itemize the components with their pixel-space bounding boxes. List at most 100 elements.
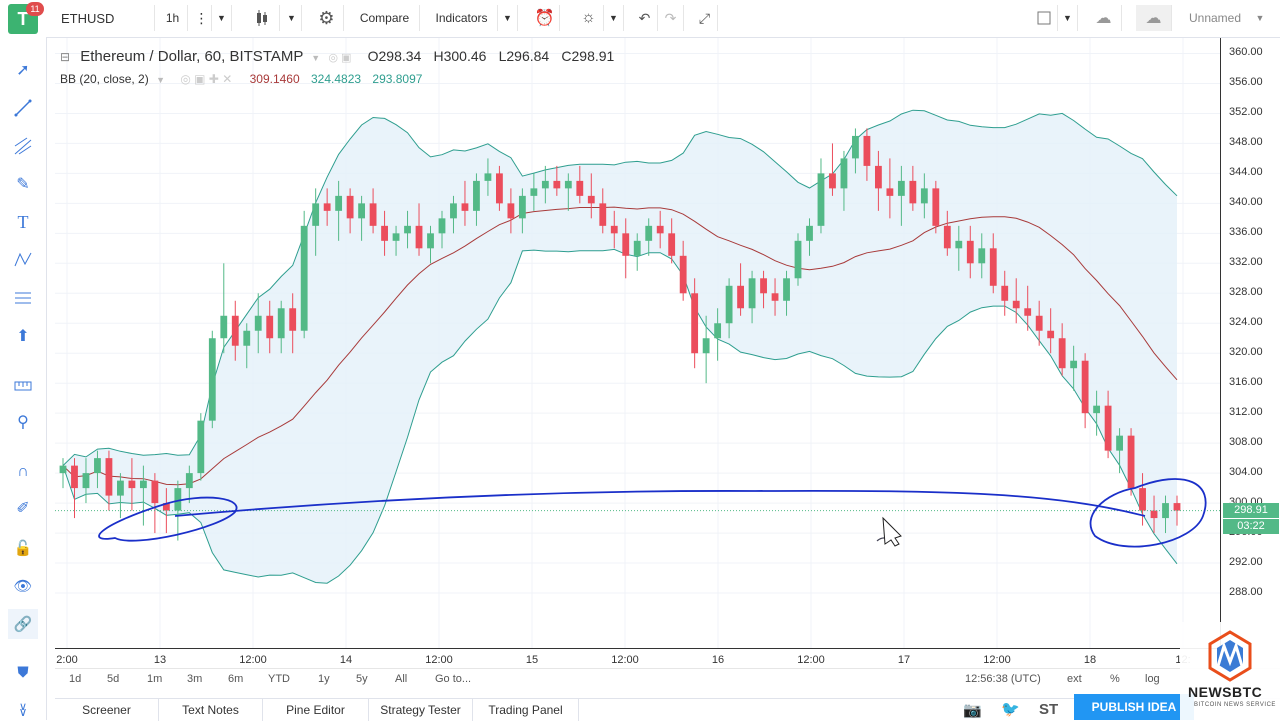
layout-dropdown-icon[interactable]: ▼	[1058, 5, 1078, 31]
range-5y[interactable]: 5y	[356, 673, 368, 685]
indicators-dropdown-icon[interactable]: ▼	[498, 5, 518, 31]
undo-icon[interactable]: ↶	[632, 5, 658, 31]
candle-body	[358, 203, 366, 219]
alert-clock-icon[interactable]: ⏰	[530, 5, 560, 31]
publish-idea-button[interactable]: PUBLISH IDEA	[1074, 694, 1194, 720]
tab-text-notes[interactable]: Text Notes	[159, 699, 263, 721]
indicators-button[interactable]: Indicators	[426, 5, 498, 31]
theme-dropdown-icon[interactable]: ▼	[604, 5, 624, 31]
annotation-support-line	[174, 489, 1146, 517]
bar-style-dropdown-icon[interactable]: ▼	[282, 5, 302, 31]
candle-body	[852, 135, 859, 159]
candle-body	[369, 203, 377, 226]
price-tick-label: 304.00	[1229, 466, 1263, 479]
prediction-icon[interactable]	[8, 283, 38, 313]
range-all[interactable]: All	[395, 673, 408, 685]
interval-dropdown-icon[interactable]: ▼	[212, 5, 232, 31]
range-5d[interactable]: 5d	[107, 673, 120, 685]
magnet-icon[interactable]: ∩	[17, 463, 29, 480]
layout-name-label[interactable]: Unnamed	[1188, 11, 1242, 25]
interval-button[interactable]: 1h	[158, 5, 188, 31]
price-tick-label: 292.00	[1229, 556, 1263, 569]
tab-strategy-tester[interactable]: Strategy Tester	[369, 699, 473, 721]
time-axis[interactable]: 2:00 13 12:00 14 12:00 15 12:00 16 12:00 17 12:00 1…	[55, 648, 1220, 669]
goto-button[interactable]: Go to...	[435, 673, 472, 685]
cursor-icon[interactable]: ➚	[16, 62, 30, 79]
candle-body	[622, 233, 630, 256]
indicator-controls-icon[interactable]: ◎ ▣ ✚ ✕	[180, 72, 233, 86]
candle-body	[978, 248, 986, 264]
pitchfork-icon[interactable]	[8, 131, 38, 161]
stocktwits-icon[interactable]: ST	[1039, 701, 1059, 718]
bb-lower-value: 293.8097	[372, 72, 423, 86]
legend-settings-icon[interactable]: ◎ ▣	[328, 52, 352, 64]
measure-icon[interactable]	[8, 371, 38, 401]
zoom-icon[interactable]: ⚲	[17, 414, 29, 431]
twitter-icon[interactable]: 🐦	[1001, 701, 1020, 718]
time-tick-label: 14	[339, 654, 353, 666]
candle-body	[484, 173, 492, 181]
tab-trading-panel[interactable]: Trading Panel	[473, 699, 579, 721]
trash-icon[interactable]: ⛊	[17, 663, 29, 681]
percent-scale-toggle[interactable]: %	[1110, 673, 1120, 685]
text-tool-icon[interactable]: T	[17, 211, 29, 232]
snapshot-camera-icon[interactable]: 📷	[963, 702, 982, 719]
interval-menu-icon[interactable]: ⋮	[192, 5, 212, 31]
collapse-chevron-icon[interactable]: ∨	[18, 705, 28, 719]
candle-body	[1012, 300, 1020, 309]
legend-menu-icon[interactable]: ▼	[311, 53, 321, 63]
theme-sun-icon[interactable]: ☼	[574, 5, 604, 31]
pattern-icon[interactable]	[8, 245, 38, 275]
candle-body	[829, 173, 836, 189]
tab-screener[interactable]: Screener	[55, 699, 159, 721]
candle-body	[415, 225, 423, 249]
redo-icon[interactable]: ↷	[658, 5, 684, 31]
settings-gear-icon[interactable]: ⚙	[310, 5, 344, 31]
range-1m[interactable]: 1m	[147, 673, 163, 685]
compare-button[interactable]: Compare	[350, 5, 420, 31]
indicator-menu-icon[interactable]: ▼	[156, 75, 165, 85]
lock-icon[interactable]: 🔓	[13, 540, 33, 557]
cloud-save-icon[interactable]: ☁	[1136, 5, 1172, 31]
fullscreen-icon[interactable]: ⤢	[692, 5, 718, 31]
brush-icon[interactable]: ✎	[16, 176, 30, 193]
trend-line-icon[interactable]	[8, 93, 38, 123]
legend-high: H300.46	[433, 48, 487, 64]
price-chart[interactable]	[55, 38, 1220, 648]
utc-clock[interactable]: 12:56:38 (UTC)	[965, 673, 1041, 685]
bottom-panel-tabs: Screener Text Notes Pine Editor Strategy…	[55, 698, 1280, 721]
range-ytd[interactable]: YTD	[268, 673, 290, 685]
legend-open: O298.34	[367, 48, 422, 64]
candle-body	[139, 480, 147, 489]
symbol-search-input[interactable]: ETHUSD	[55, 5, 155, 31]
price-tick-label: 360.00	[1229, 46, 1263, 59]
extended-hours-toggle[interactable]: ext	[1067, 673, 1082, 685]
range-6m[interactable]: 6m	[228, 673, 244, 685]
cloud-load-icon[interactable]: ☁	[1086, 5, 1122, 31]
candle-body	[530, 188, 538, 196]
price-tick-label: 308.00	[1229, 436, 1263, 449]
stay-in-drawing-icon[interactable]: ✐	[16, 500, 30, 517]
price-tick-label: 316.00	[1229, 376, 1263, 389]
arrow-up-icon[interactable]: ⬆	[16, 328, 30, 345]
collapse-legend-icon[interactable]: ⊟	[60, 50, 71, 64]
log-scale-toggle[interactable]: log	[1145, 673, 1160, 685]
candle-body	[541, 180, 549, 189]
bar-style-candles-icon[interactable]	[244, 5, 280, 31]
tab-pine-editor[interactable]: Pine Editor	[263, 699, 369, 721]
chart-pane[interactable]	[55, 38, 1220, 648]
range-1d[interactable]: 1d	[69, 673, 82, 685]
bb-upper-line	[62, 109, 1178, 466]
eye-icon[interactable]: 👁	[13, 578, 33, 595]
bottom-collapse-chevron-icon[interactable]: ∨	[18, 701, 28, 713]
layout-square-icon[interactable]	[1030, 5, 1058, 31]
link-icon[interactable]: 🔗	[8, 609, 38, 639]
range-1y[interactable]: 1y	[318, 673, 330, 685]
range-3m[interactable]: 3m	[187, 673, 203, 685]
time-tick-label: 17	[897, 654, 911, 666]
candle-body	[564, 180, 572, 189]
candle-body	[587, 195, 595, 204]
layout-name-dropdown-icon[interactable]: ▼	[1255, 13, 1265, 23]
price-axis[interactable]: 360.00 356.00 352.00 348.00 344.00 340.00 336.…	[1220, 38, 1280, 648]
candle-body	[943, 225, 951, 249]
